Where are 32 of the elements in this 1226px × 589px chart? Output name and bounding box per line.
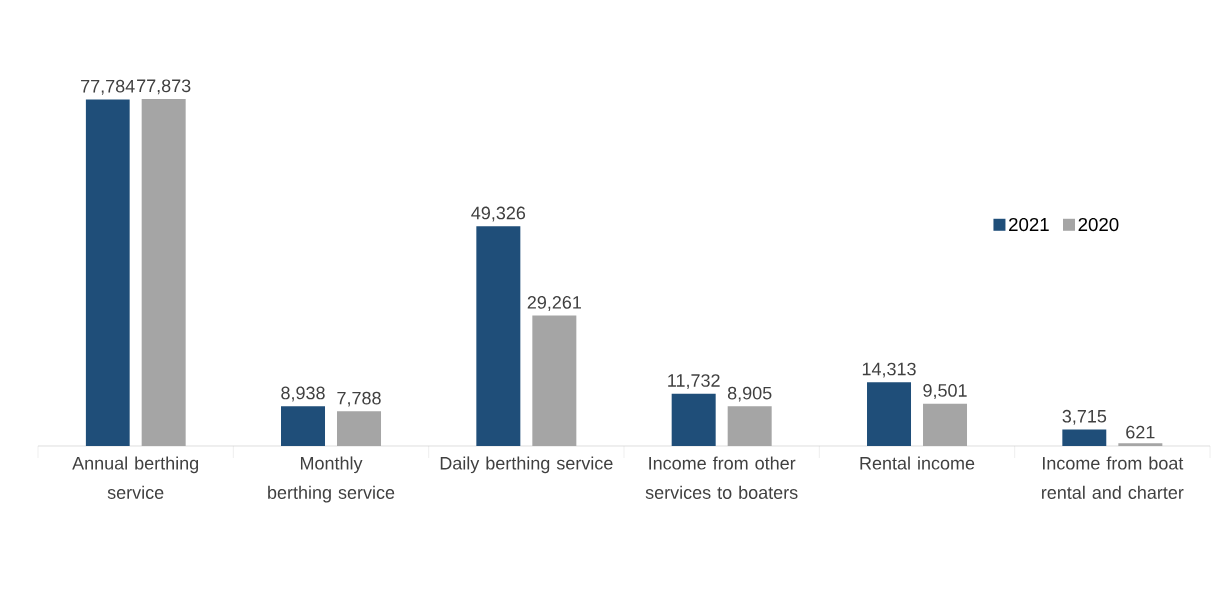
x-tick-label: Income from other services to boaters xyxy=(645,456,798,499)
bar xyxy=(867,382,912,446)
x-tick-label: Daily berthing service xyxy=(440,456,613,474)
data-label: 3,715 xyxy=(1062,409,1107,425)
data-label: 9,501 xyxy=(923,384,967,399)
x-tick-label: Annual berthing service xyxy=(72,456,199,499)
data-label: 29,261 xyxy=(527,296,581,311)
bar xyxy=(337,411,382,446)
data-label: 77,784 xyxy=(81,79,135,95)
data-label: 621 xyxy=(1126,425,1155,439)
bar xyxy=(281,406,326,446)
bar xyxy=(923,403,968,446)
bar xyxy=(85,99,130,446)
data-label: 14,313 xyxy=(862,362,916,378)
data-label: 8,905 xyxy=(727,386,772,402)
data-label: 8,938 xyxy=(281,386,325,402)
bar xyxy=(476,226,521,446)
bar xyxy=(727,406,772,446)
data-label: 7,788 xyxy=(337,391,381,407)
bar xyxy=(1118,443,1163,446)
data-label: 11,732 xyxy=(668,374,720,390)
bar xyxy=(671,393,716,446)
legend-label: 2021 xyxy=(1009,217,1049,232)
data-label: 49,326 xyxy=(471,206,526,222)
bar xyxy=(141,98,186,446)
x-tick-label: Rental income xyxy=(860,456,975,470)
bar xyxy=(1062,429,1107,446)
x-tick-label: Income from boat rental and charter xyxy=(1042,456,1184,499)
x-tick-label: Monthly berthing service xyxy=(268,456,395,503)
legend-label: 2020 xyxy=(1078,217,1119,232)
bar xyxy=(532,315,577,446)
data-label: 77,873 xyxy=(137,79,191,95)
